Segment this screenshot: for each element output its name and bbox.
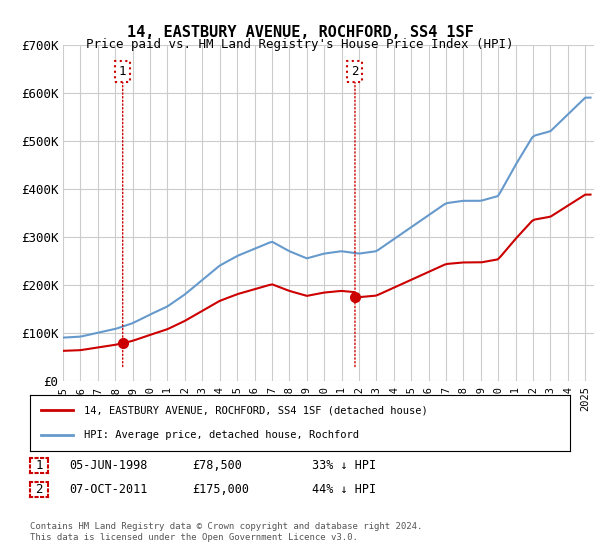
Text: 44% ↓ HPI: 44% ↓ HPI bbox=[312, 483, 376, 496]
Text: 1: 1 bbox=[35, 459, 43, 472]
Text: 07-OCT-2011: 07-OCT-2011 bbox=[69, 483, 148, 496]
Text: This data is licensed under the Open Government Licence v3.0.: This data is licensed under the Open Gov… bbox=[30, 533, 358, 542]
Text: Price paid vs. HM Land Registry's House Price Index (HPI): Price paid vs. HM Land Registry's House … bbox=[86, 38, 514, 51]
Text: Contains HM Land Registry data © Crown copyright and database right 2024.: Contains HM Land Registry data © Crown c… bbox=[30, 522, 422, 531]
Text: HPI: Average price, detached house, Rochford: HPI: Average price, detached house, Roch… bbox=[84, 430, 359, 440]
Text: 2: 2 bbox=[351, 65, 359, 78]
Text: 14, EASTBURY AVENUE, ROCHFORD, SS4 1SF (detached house): 14, EASTBURY AVENUE, ROCHFORD, SS4 1SF (… bbox=[84, 405, 428, 416]
Text: 2: 2 bbox=[35, 483, 43, 496]
Text: 14, EASTBURY AVENUE, ROCHFORD, SS4 1SF: 14, EASTBURY AVENUE, ROCHFORD, SS4 1SF bbox=[127, 25, 473, 40]
Text: 33% ↓ HPI: 33% ↓ HPI bbox=[312, 459, 376, 472]
Text: 05-JUN-1998: 05-JUN-1998 bbox=[69, 459, 148, 472]
Text: £175,000: £175,000 bbox=[192, 483, 249, 496]
Text: 1: 1 bbox=[119, 65, 127, 78]
Text: £78,500: £78,500 bbox=[192, 459, 242, 472]
